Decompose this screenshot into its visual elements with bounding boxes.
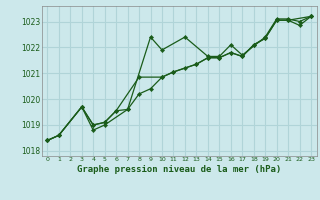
X-axis label: Graphe pression niveau de la mer (hPa): Graphe pression niveau de la mer (hPa) (77, 165, 281, 174)
